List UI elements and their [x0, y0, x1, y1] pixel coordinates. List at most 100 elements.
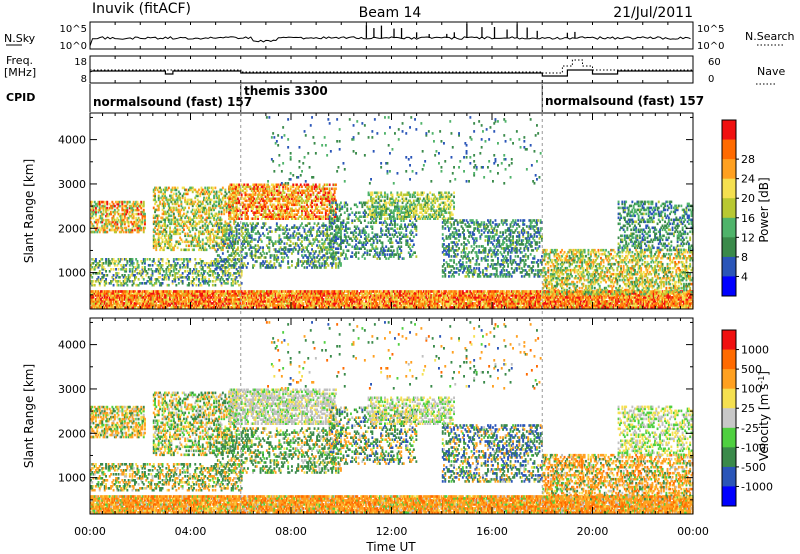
echo-cell	[298, 306, 301, 309]
echo-cell	[407, 302, 410, 305]
echo-cell	[476, 298, 479, 301]
echo-cell	[530, 294, 533, 297]
echo-cell	[438, 298, 440, 301]
echo-cell	[494, 298, 497, 301]
echo-cell	[343, 294, 346, 297]
echo-cell	[382, 294, 385, 297]
echo-cell	[343, 290, 346, 293]
echo-cell	[312, 306, 315, 309]
echo-cell	[688, 290, 690, 293]
echo-cell	[415, 302, 418, 305]
echo-cell	[386, 290, 389, 293]
echo-cell	[144, 304, 146, 307]
echo-cell	[225, 290, 228, 293]
echo-cell	[474, 290, 477, 293]
echo-cell	[149, 306, 151, 309]
echo-cell	[112, 298, 115, 301]
echo-cell	[171, 296, 174, 299]
echo-cell	[204, 296, 207, 299]
echo-cell	[461, 296, 464, 299]
echo-cell	[230, 292, 233, 295]
echo-cell	[358, 306, 361, 309]
echo-cell	[537, 304, 540, 307]
echo-cell	[351, 290, 354, 293]
echo-cell	[460, 290, 463, 293]
echo-cell	[443, 290, 445, 293]
echo-cell	[549, 300, 552, 303]
echo-cell	[397, 294, 400, 297]
echo-cell	[381, 292, 384, 295]
echo-cell	[502, 304, 504, 307]
echo-cell	[528, 300, 531, 303]
echo-cell	[487, 304, 489, 307]
echo-cell	[154, 290, 156, 293]
echo-cell	[390, 298, 393, 301]
echo-cell	[105, 230, 107, 234]
echo-cell	[219, 302, 222, 305]
echo-cell	[657, 304, 660, 307]
echo-cell	[416, 298, 419, 301]
echo-cell	[610, 306, 612, 309]
echo-cell	[107, 208, 110, 212]
echo-cell	[105, 296, 107, 299]
echo-cell	[679, 290, 682, 293]
echo-cell	[384, 302, 386, 305]
echo-cell	[581, 298, 584, 301]
echo-cell	[479, 300, 482, 303]
echo-cell	[655, 292, 658, 295]
echo-cell	[157, 296, 160, 299]
echo-cell	[542, 302, 545, 305]
echo-cell	[166, 292, 169, 295]
echo-cell	[96, 294, 99, 297]
echo-cell	[386, 296, 389, 299]
echo-cell	[667, 300, 670, 303]
echo-cell	[293, 304, 296, 307]
echo-cell	[249, 304, 252, 307]
echo-cell	[660, 294, 663, 297]
echo-cell	[292, 294, 295, 297]
echo-cell	[459, 302, 462, 305]
echo-cell	[662, 294, 665, 297]
nsky-label: N.Sky	[4, 32, 36, 45]
echo-cell	[286, 292, 288, 295]
echo-cell	[307, 304, 310, 307]
echo-cell	[553, 294, 556, 297]
echo-cell	[172, 292, 175, 295]
echo-cell	[505, 302, 508, 305]
echo-cell	[422, 302, 425, 305]
echo-cell	[203, 294, 205, 297]
echo-cell	[537, 298, 540, 301]
echo-cell	[559, 300, 562, 303]
echo-cell	[631, 300, 634, 303]
echo-cell	[191, 292, 194, 295]
echo-cell	[134, 296, 136, 299]
echo-cell	[617, 298, 620, 301]
echo-cell	[470, 294, 473, 297]
echo-cell	[342, 296, 345, 299]
echo-cell	[201, 266, 204, 269]
echo-cell	[105, 304, 107, 307]
echo-cell	[644, 296, 646, 299]
echo-cell	[172, 294, 175, 297]
echo-cell	[150, 298, 153, 301]
echo-cell	[628, 294, 631, 297]
echo-cell	[636, 292, 639, 295]
echo-cell	[574, 294, 577, 297]
echo-cell	[466, 300, 469, 303]
echo-cell	[529, 296, 532, 299]
echo-cell	[445, 306, 448, 309]
echo-cell	[118, 276, 121, 279]
echo-cell	[219, 292, 222, 295]
echo-cell	[490, 298, 493, 301]
echo-cell	[170, 300, 173, 303]
echo-cell	[204, 304, 207, 307]
echo-cell	[177, 302, 180, 305]
echo-cell	[108, 212, 111, 216]
echo-cell	[573, 300, 576, 303]
echo-cell	[606, 290, 609, 293]
echo-cell	[612, 298, 615, 301]
echo-cell	[549, 290, 552, 293]
echo-cell	[483, 302, 486, 305]
echo-cell	[650, 292, 653, 295]
cpid-segment-3: normalsound (fast) 157	[545, 94, 704, 108]
